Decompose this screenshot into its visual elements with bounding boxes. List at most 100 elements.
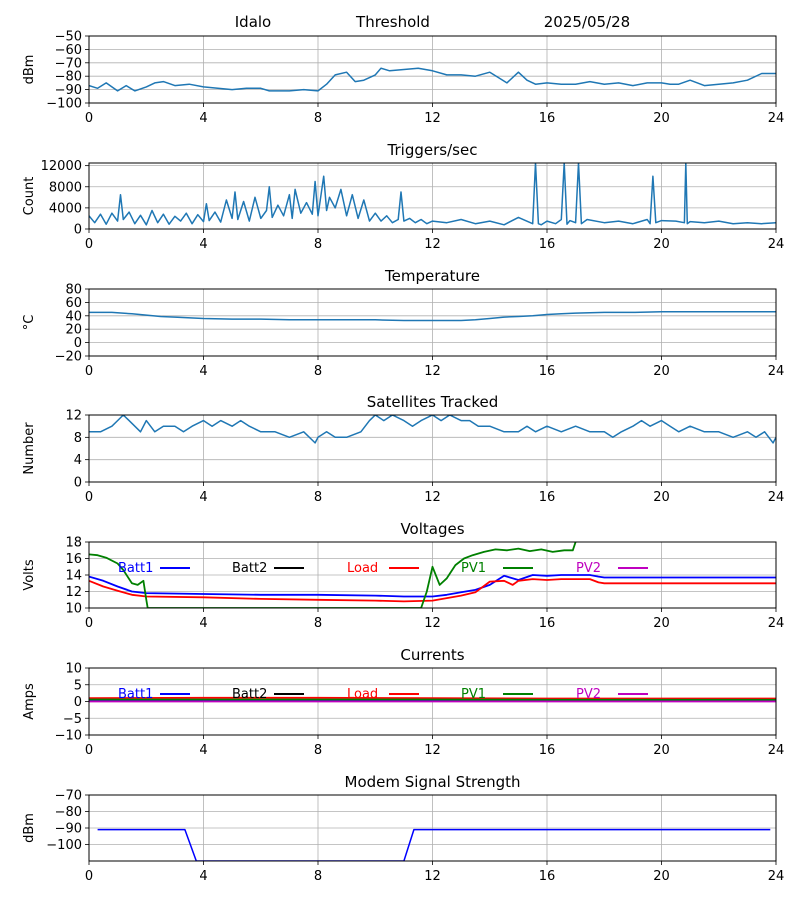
y-axis-label: °C bbox=[22, 315, 37, 331]
y-tick-label: −5 bbox=[63, 712, 82, 727]
x-tick-label: 16 bbox=[539, 237, 556, 252]
legend-label-batt1: Batt1 bbox=[118, 687, 153, 702]
x-tick-label: 20 bbox=[653, 364, 670, 379]
y-tick-label: 16 bbox=[65, 552, 82, 567]
x-tick-label: 0 bbox=[85, 616, 93, 631]
x-tick-label: 0 bbox=[85, 364, 93, 379]
x-tick-label: 20 bbox=[653, 111, 670, 126]
x-tick-label: 24 bbox=[768, 869, 785, 884]
y-tick-label: −70 bbox=[55, 789, 82, 804]
y-tick-label: −80 bbox=[55, 805, 82, 820]
y-tick-label: 12000 bbox=[41, 159, 82, 174]
x-tick-label: 16 bbox=[539, 616, 556, 631]
x-tick-label: 16 bbox=[539, 743, 556, 758]
x-tick-label: 20 bbox=[653, 490, 670, 505]
x-tick-label: 16 bbox=[539, 111, 556, 126]
y-tick-label: −50 bbox=[55, 30, 82, 45]
x-tick-label: 20 bbox=[653, 869, 670, 884]
panel-title: Currents bbox=[400, 646, 464, 664]
x-tick-label: 12 bbox=[424, 364, 441, 379]
x-tick-label: 24 bbox=[768, 490, 785, 505]
x-tick-label: 0 bbox=[85, 237, 93, 252]
panel-title: Triggers/sec bbox=[387, 141, 478, 159]
y-tick-label: 60 bbox=[65, 296, 82, 311]
y-tick-label: 40 bbox=[65, 309, 82, 324]
x-tick-label: 24 bbox=[768, 616, 785, 631]
y-axis-label: Volts bbox=[22, 559, 37, 591]
y-tick-label: 8 bbox=[74, 431, 82, 446]
series-group bbox=[89, 698, 776, 702]
x-tick-label: 12 bbox=[424, 616, 441, 631]
y-axis-label: Number bbox=[22, 422, 37, 475]
y-axis-label: Count bbox=[22, 177, 37, 216]
y-tick-label: 18 bbox=[65, 536, 82, 551]
x-tick-label: 12 bbox=[424, 490, 441, 505]
legend-label-batt2: Batt2 bbox=[232, 561, 267, 576]
legend-label-pv2: PV2 bbox=[576, 561, 601, 576]
y-tick-label: −20 bbox=[55, 350, 82, 365]
legend-label-pv1: PV1 bbox=[461, 687, 486, 702]
y-tick-label: 80 bbox=[65, 283, 82, 298]
x-tick-label: 24 bbox=[768, 111, 785, 126]
x-tick-label: 12 bbox=[424, 237, 441, 252]
x-tick-label: 0 bbox=[85, 869, 93, 884]
series-group bbox=[98, 830, 771, 861]
y-tick-label: −100 bbox=[46, 838, 82, 853]
panel-title: Temperature bbox=[384, 267, 480, 285]
x-tick-label: 16 bbox=[539, 869, 556, 884]
legend-label-pv1: PV1 bbox=[461, 561, 486, 576]
y-tick-label: −60 bbox=[55, 43, 82, 58]
x-tick-label: 8 bbox=[314, 743, 322, 758]
x-tick-label: 4 bbox=[199, 616, 207, 631]
y-tick-label: 4000 bbox=[49, 201, 82, 216]
legend-label-load: Load bbox=[347, 561, 378, 576]
x-tick-label: 24 bbox=[768, 743, 785, 758]
y-axis-label: dBm bbox=[22, 813, 37, 843]
x-tick-label: 8 bbox=[314, 364, 322, 379]
y-tick-label: 8000 bbox=[49, 180, 82, 195]
y-tick-label: 20 bbox=[65, 323, 82, 338]
x-tick-label: 8 bbox=[314, 616, 322, 631]
x-tick-label: 20 bbox=[653, 743, 670, 758]
x-tick-label: 20 bbox=[653, 237, 670, 252]
panel-title: Voltages bbox=[400, 520, 464, 538]
y-tick-label: 10 bbox=[65, 602, 82, 617]
x-tick-label: 8 bbox=[314, 869, 322, 884]
y-axis-label: Amps bbox=[22, 683, 37, 720]
x-tick-label: 4 bbox=[199, 111, 207, 126]
legend-label-load: Load bbox=[347, 687, 378, 702]
x-tick-label: 4 bbox=[199, 237, 207, 252]
x-tick-label: 4 bbox=[199, 490, 207, 505]
x-tick-label: 0 bbox=[85, 743, 93, 758]
x-tick-label: 8 bbox=[314, 237, 322, 252]
x-tick-label: 12 bbox=[424, 869, 441, 884]
legend-label-batt1: Batt1 bbox=[118, 561, 153, 576]
header-mode: Threshold bbox=[355, 13, 430, 31]
x-tick-label: 20 bbox=[653, 616, 670, 631]
y-axis-label: dBm bbox=[22, 55, 37, 85]
y-tick-label: 5 bbox=[74, 678, 82, 693]
x-tick-label: 16 bbox=[539, 364, 556, 379]
y-tick-label: 12 bbox=[65, 585, 82, 600]
x-tick-label: 24 bbox=[768, 237, 785, 252]
header-station: Idalo bbox=[235, 13, 271, 31]
series-line-load bbox=[89, 698, 776, 699]
y-tick-label: 12 bbox=[65, 409, 82, 424]
y-tick-label: 0 bbox=[74, 336, 82, 351]
x-tick-label: 12 bbox=[424, 743, 441, 758]
y-tick-label: 0 bbox=[74, 476, 82, 491]
y-tick-label: −70 bbox=[55, 56, 82, 71]
x-tick-label: 4 bbox=[199, 869, 207, 884]
y-tick-label: 10 bbox=[65, 662, 82, 677]
x-tick-label: 8 bbox=[314, 111, 322, 126]
series-line-0 bbox=[98, 830, 771, 861]
